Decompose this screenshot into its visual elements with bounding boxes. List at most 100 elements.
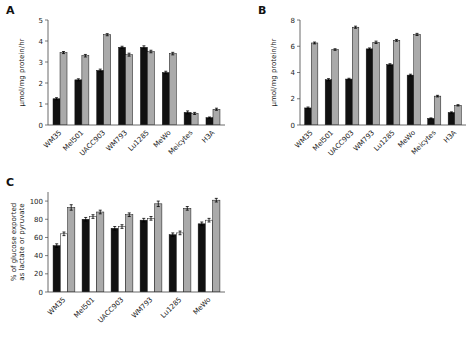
error-cap bbox=[208, 118, 211, 119]
error-cap bbox=[70, 204, 73, 205]
error-line bbox=[122, 46, 123, 48]
error-line bbox=[100, 69, 101, 72]
error-cap bbox=[388, 63, 391, 64]
x-tick-label: MeWo bbox=[152, 129, 173, 150]
error-line bbox=[194, 112, 195, 114]
error-bar bbox=[334, 49, 337, 51]
error-bar bbox=[164, 71, 167, 74]
bar bbox=[191, 113, 198, 125]
y-tick bbox=[45, 104, 48, 105]
error-line bbox=[209, 218, 210, 222]
y-tick bbox=[297, 20, 300, 21]
error-cap bbox=[200, 225, 203, 226]
error-bar bbox=[215, 108, 218, 110]
error-line bbox=[187, 111, 188, 114]
x-tick-label: Meicytes bbox=[410, 129, 438, 157]
error-cap bbox=[171, 232, 174, 233]
error-bar bbox=[375, 41, 378, 43]
error-cap bbox=[55, 243, 58, 244]
error-cap bbox=[62, 235, 65, 236]
error-cap bbox=[84, 56, 87, 57]
error-bar bbox=[62, 52, 65, 54]
error-cap bbox=[313, 42, 316, 43]
bar bbox=[155, 204, 162, 292]
error-line bbox=[151, 217, 152, 221]
error-cap bbox=[106, 33, 109, 34]
error-bar bbox=[142, 218, 145, 222]
y-axis bbox=[48, 20, 49, 125]
error-line bbox=[63, 52, 64, 54]
bar bbox=[97, 70, 104, 125]
y-tick bbox=[297, 98, 300, 99]
error-line bbox=[187, 207, 188, 211]
y-tick bbox=[45, 41, 48, 42]
panel-title: C bbox=[6, 176, 14, 189]
error-line bbox=[158, 201, 159, 206]
error-cap bbox=[99, 71, 102, 72]
error-cap bbox=[113, 230, 116, 231]
x-tick-label: WM793 bbox=[352, 129, 376, 153]
x-tick-label: UACC903 bbox=[78, 129, 107, 158]
y-label-line: μmol/mg protein/hr bbox=[270, 38, 278, 106]
error-cap bbox=[142, 222, 145, 223]
error-cap bbox=[450, 111, 453, 112]
bar bbox=[140, 220, 147, 292]
error-cap bbox=[179, 231, 182, 232]
error-line bbox=[355, 26, 356, 28]
x-tick-label: Mel501 bbox=[73, 296, 97, 320]
error-line bbox=[114, 227, 115, 231]
figure: 012345WM35Mel501UACC903WM793Lu1285MeWoMe… bbox=[0, 0, 474, 347]
y-tick bbox=[45, 237, 48, 238]
error-cap bbox=[142, 218, 145, 219]
error-bar bbox=[106, 34, 109, 36]
y-tick-label: 8 bbox=[291, 17, 295, 25]
bar bbox=[111, 228, 118, 292]
x-tick-label: UACC903 bbox=[327, 129, 356, 158]
y-tick-label: 0 bbox=[39, 122, 43, 130]
error-cap bbox=[327, 78, 330, 79]
x-tick-label: WM793 bbox=[105, 129, 129, 153]
x-tick-label: Lu1285 bbox=[159, 296, 183, 320]
error-cap bbox=[62, 232, 65, 233]
error-cap bbox=[208, 222, 211, 223]
bars bbox=[305, 26, 462, 125]
error-cap bbox=[91, 218, 94, 219]
error-line bbox=[417, 33, 418, 35]
error-bar bbox=[149, 50, 152, 53]
bar bbox=[89, 217, 96, 292]
error-bar bbox=[208, 117, 211, 118]
error-cap bbox=[215, 198, 218, 199]
error-line bbox=[143, 46, 144, 49]
error-line bbox=[143, 218, 144, 222]
bar bbox=[311, 43, 318, 125]
error-line bbox=[209, 117, 210, 118]
error-cap bbox=[70, 210, 73, 211]
y-tick bbox=[45, 20, 48, 21]
error-bar bbox=[436, 95, 439, 97]
error-line bbox=[216, 198, 217, 202]
bar bbox=[147, 52, 154, 126]
bars bbox=[53, 198, 220, 292]
panel: 02468WM35Mel501UACC903WM793Lu1285MeWoMei… bbox=[258, 4, 466, 158]
bar bbox=[140, 47, 147, 125]
bar bbox=[169, 235, 176, 292]
error-cap bbox=[334, 48, 337, 49]
error-cap bbox=[347, 78, 350, 79]
error-line bbox=[335, 49, 336, 51]
panel-title: A bbox=[6, 4, 15, 17]
y-tick-label: 60 bbox=[34, 234, 43, 242]
error-bar bbox=[128, 53, 131, 56]
y-tick bbox=[45, 62, 48, 63]
error-line bbox=[129, 213, 130, 217]
error-cap bbox=[164, 71, 167, 72]
error-cap bbox=[395, 39, 398, 40]
panel: 020406080100WM35Mel501UACC903WM793Lu1285… bbox=[6, 176, 225, 325]
error-cap bbox=[457, 104, 460, 105]
error-bar bbox=[450, 112, 453, 113]
error-cap bbox=[334, 50, 337, 51]
error-cap bbox=[215, 202, 218, 203]
error-bar bbox=[128, 213, 131, 217]
y-label: μmol/mg protein/hr bbox=[270, 38, 278, 106]
error-cap bbox=[121, 46, 124, 47]
error-cap bbox=[128, 53, 131, 54]
